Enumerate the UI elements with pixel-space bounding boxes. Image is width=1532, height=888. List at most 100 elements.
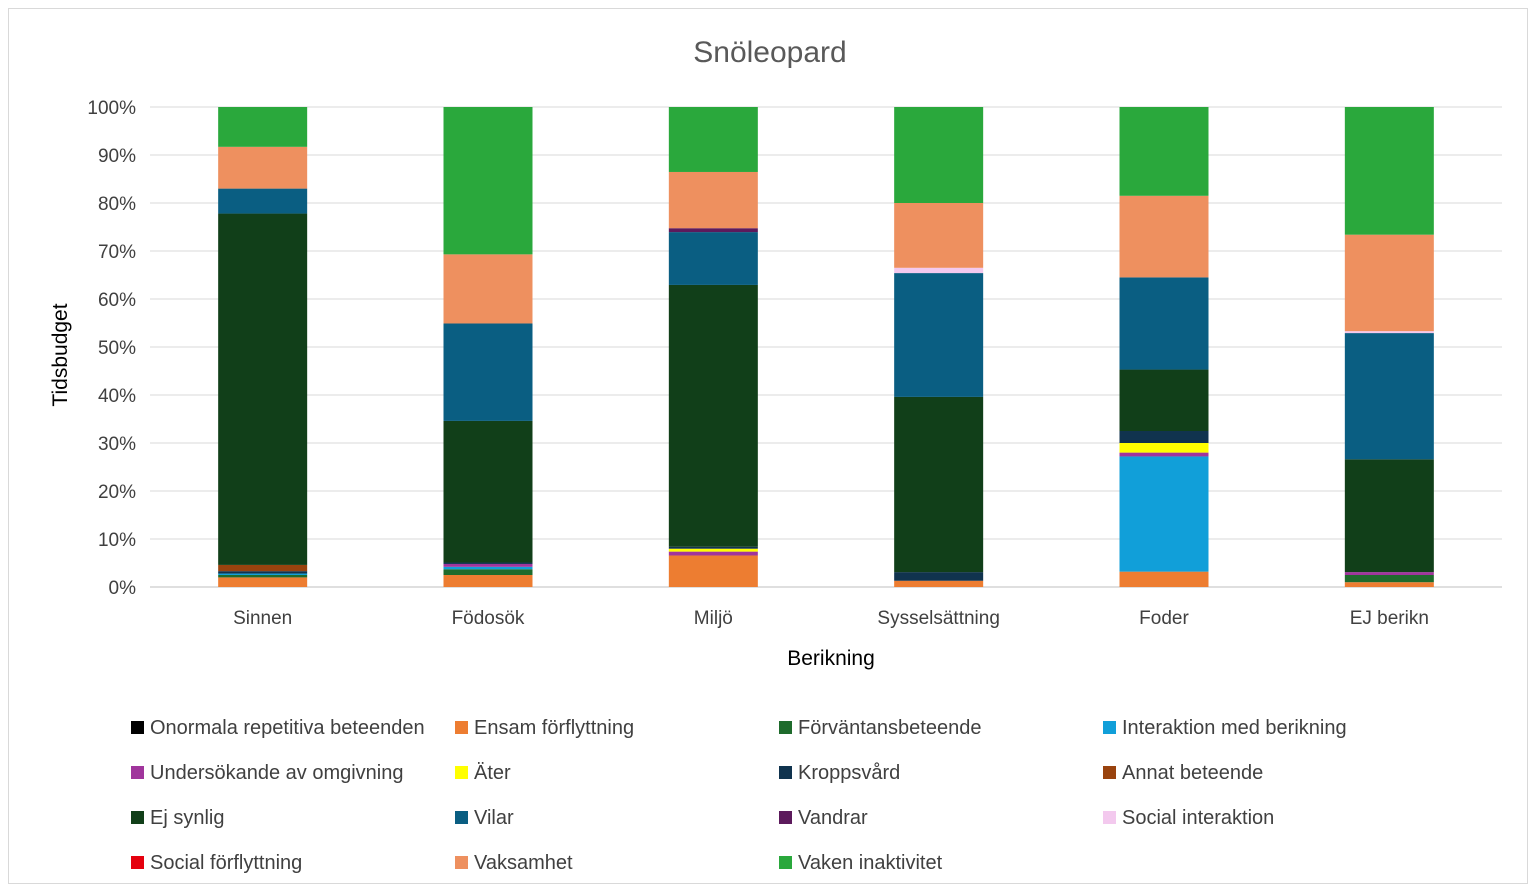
bar-segment [218,573,308,575]
bar-segment [668,232,758,285]
legend-swatch [779,721,792,734]
legend-label: Annat beteende [1122,762,1263,784]
bar-segment [443,254,533,324]
y-tick-label: 40% [98,386,136,407]
bar-segment [1119,452,1209,457]
y-axis-ticks: 0% 10% 20% 30% 40% 50% 60% 70% 80% 90% 100% [87,98,136,599]
x-axis-ticks: Sinnen Födosök Miljö Sysselsättning Foder EJ … [233,608,1429,629]
bar-segment [894,267,984,274]
legend-item: Vilar [455,807,514,829]
legend-label: Social förflyttning [150,852,302,874]
legend-label: Vaken inaktivitet [798,852,943,874]
y-tick-label: 0% [109,578,137,599]
legend-swatch [131,766,144,779]
bar-segment [218,213,308,565]
bar-segment [668,228,758,233]
bar-segment [218,564,308,572]
bar-segment [1344,107,1434,235]
x-tick-label: Födosök [452,608,525,629]
bar-segment [218,188,308,214]
legend-swatch [779,766,792,779]
bar-segment [894,107,984,203]
bar-segment [668,555,758,587]
legend-label: Ej synlig [150,807,224,829]
legend-swatch [779,811,792,824]
bar-segment [1344,333,1434,460]
legend-label: Vaksamhet [474,852,573,874]
bar-segment [1344,575,1434,583]
legend: Onormala repetitiva beteenden Ensam förfl… [131,717,1347,874]
legend-label: Vilar [474,807,514,829]
legend-swatch [455,856,468,869]
bar-segment [218,146,308,189]
legend-label: Förväntansbeteende [798,717,981,739]
y-axis-title: Tidsbudget [49,303,72,406]
x-axis-title: Berikning [787,647,875,670]
bar-segment [894,273,984,397]
y-tick-label: 60% [98,290,136,311]
bar-segment [1344,459,1434,573]
x-tick-label: Foder [1139,608,1189,629]
legend-item: Social förflyttning [131,852,302,874]
gridlines [150,106,1502,588]
bar-segment [218,577,308,587]
legend-item: Kroppsvård [779,762,900,784]
legend-label: Äter [474,762,511,784]
bar-segment [668,546,758,549]
bar-segment [443,563,533,567]
legend-swatch [1103,721,1116,734]
legend-item: Onormala repetitiva beteenden [131,717,425,739]
y-tick-label: 10% [98,530,136,551]
bars [218,107,1434,587]
bar-segment [443,575,533,587]
bar-segment [1119,571,1209,587]
legend-item: Äter [455,762,511,784]
bar-segment [218,575,308,578]
legend-swatch [131,856,144,869]
bar-segment [443,323,533,421]
bar-segment [668,171,758,229]
y-tick-label: 100% [87,98,136,119]
chart-frame: Snöleopard 0% 10% 20% 30% 40% 50% 60% 70% 80% 90%… [8,8,1528,884]
legend-swatch [779,856,792,869]
bar-segment [443,566,533,570]
y-tick-label: 30% [98,434,136,455]
legend-label: Undersökande av omgivning [150,762,404,784]
legend-label: Interaktion med berikning [1122,717,1347,739]
bar-segment [894,572,984,581]
bar-segment [1119,107,1209,196]
legend-item: Vaksamhet [455,852,573,874]
legend-label: Onormala repetitiva beteenden [150,717,425,739]
bar-segment [668,548,758,552]
legend-swatch [455,721,468,734]
y-tick-label: 50% [98,338,136,359]
x-tick-label: Sinnen [233,608,292,629]
bar-segment [1344,234,1434,332]
legend-item: Undersökande av omgivning [131,762,404,784]
bar-segment [443,420,533,563]
bar-segment [218,571,308,574]
bar-segment [1344,582,1434,587]
bar-segment [1119,456,1209,572]
x-tick-label: EJ berikn [1350,608,1429,629]
bar-segment [1119,369,1209,431]
legend-item: Interaktion med berikning [1103,717,1347,739]
bar-segment [894,580,984,587]
legend-swatch [1103,766,1116,779]
legend-label: Ensam förflyttning [474,717,634,739]
bar-segment [668,284,758,547]
bar-segment [1344,572,1434,575]
legend-item: Ensam förflyttning [455,717,634,739]
y-tick-label: 20% [98,482,136,503]
bar-segment [1119,443,1209,453]
bar-segment [1119,431,1209,443]
legend-item: Förväntansbeteende [779,717,981,739]
bar-segment [668,551,758,556]
legend-label: Vandrar [798,807,868,829]
legend-item: Ej synlig [131,807,224,829]
stacked-bar-chart: Snöleopard 0% 10% 20% 30% 40% 50% 60% 70% 80% 90%… [49,36,1502,874]
y-tick-label: 90% [98,146,136,167]
legend-item: Annat beteende [1103,762,1263,784]
bar-segment [443,562,533,564]
x-tick-label: Sysselsättning [877,608,1000,629]
